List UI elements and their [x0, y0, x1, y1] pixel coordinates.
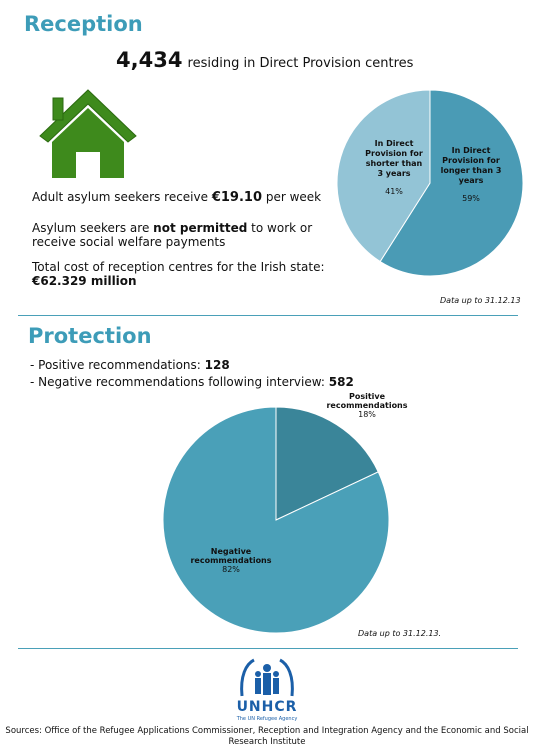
negative-count: 582: [328, 375, 354, 389]
work-permit: Asylum seekers are not permitted to work…: [32, 221, 342, 249]
negative-line: - Negative recommendations following int…: [30, 375, 354, 389]
slice-category: In Direct Provision for longer than 3 ye…: [440, 146, 502, 185]
positive-count: 128: [204, 358, 230, 372]
pie-slice: [275, 406, 379, 521]
allowance-text: Adult asylum seekers receive: [32, 190, 208, 204]
date-note: Data up to 31.12.13.: [358, 629, 442, 638]
logo-tagline: The UN Refugee Agency: [236, 716, 298, 722]
work-text: to work or receive social welfare paymen…: [32, 221, 313, 249]
unhcr-icon: [240, 658, 294, 697]
slice-label: In Direct Provision for longer than 3 ye…: [440, 146, 502, 204]
positive-line: - Positive recommendations: 128: [30, 358, 230, 372]
allowance: Adult asylum seekers receive €19.10 per …: [32, 190, 321, 205]
positive-text: - Positive recommendations:: [30, 358, 201, 372]
slice-percent: 82%: [222, 565, 240, 574]
stat-number: 4,434: [116, 48, 183, 72]
logo-text: UNHCR: [236, 699, 298, 715]
date-note: Data up to 31.12.13: [440, 296, 521, 305]
slice-label: Negative recommendations 82%: [186, 547, 276, 574]
stat-text: residing in Direct Provision centres: [187, 56, 414, 71]
divider: [18, 315, 518, 316]
slice-percent: 59%: [462, 194, 480, 203]
slice-percent: 18%: [358, 410, 376, 419]
pie-slice: [379, 89, 524, 277]
slice-category: Negative recommendations: [190, 547, 272, 565]
cost: Total cost of reception centres for the …: [32, 260, 342, 288]
sources: Sources: Office of the Refugee Applicati…: [5, 726, 529, 747]
cost-value: €62.329 million: [32, 274, 137, 288]
work-bold: not permitted: [153, 221, 248, 235]
slice-label: In Direct Provision for shorter than 3 y…: [363, 139, 425, 197]
work-text: Asylum seekers are: [32, 221, 150, 235]
slice-category: Positive recommendations: [326, 392, 408, 410]
slice-category: In Direct Provision for shorter than 3 y…: [365, 139, 423, 178]
slice-label: Positive recommendations 18%: [322, 392, 412, 419]
allowance-unit: per week: [265, 190, 322, 204]
divider: [18, 648, 518, 649]
section-heading: Protection: [28, 324, 152, 348]
house-icon: [39, 89, 137, 178]
slice-percent: 41%: [385, 187, 403, 196]
cost-text: Total cost of reception centres for the …: [32, 260, 325, 274]
allowance-value: €19.10: [211, 190, 262, 205]
pie-slice: [336, 89, 431, 263]
section-heading: Reception: [24, 12, 143, 36]
pie-slice: [162, 406, 390, 634]
residents-stat: 4,434 residing in Direct Provision centr…: [116, 48, 413, 72]
negative-text: - Negative recommendations following int…: [30, 375, 325, 389]
